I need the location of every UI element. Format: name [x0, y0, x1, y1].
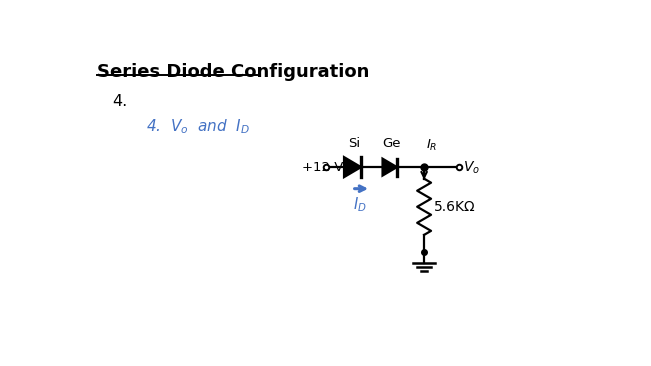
Text: 4.: 4.: [112, 94, 128, 109]
Text: 5.6KΩ: 5.6KΩ: [434, 200, 476, 214]
Text: Series Diode Configuration: Series Diode Configuration: [97, 63, 369, 81]
Text: Si: Si: [348, 137, 360, 150]
Polygon shape: [383, 158, 397, 176]
Text: 4.  $\mathit{V_o}$  and  $\mathit{I_D}$: 4. $\mathit{V_o}$ and $\mathit{I_D}$: [146, 117, 250, 136]
Text: $V_o$: $V_o$: [463, 160, 480, 176]
Text: +12 V: +12 V: [303, 161, 344, 173]
Text: $I_R$: $I_R$: [426, 138, 438, 153]
Text: $\mathit{I_D}$: $\mathit{I_D}$: [353, 195, 367, 214]
Text: Ge: Ge: [381, 137, 400, 150]
Polygon shape: [344, 157, 361, 177]
